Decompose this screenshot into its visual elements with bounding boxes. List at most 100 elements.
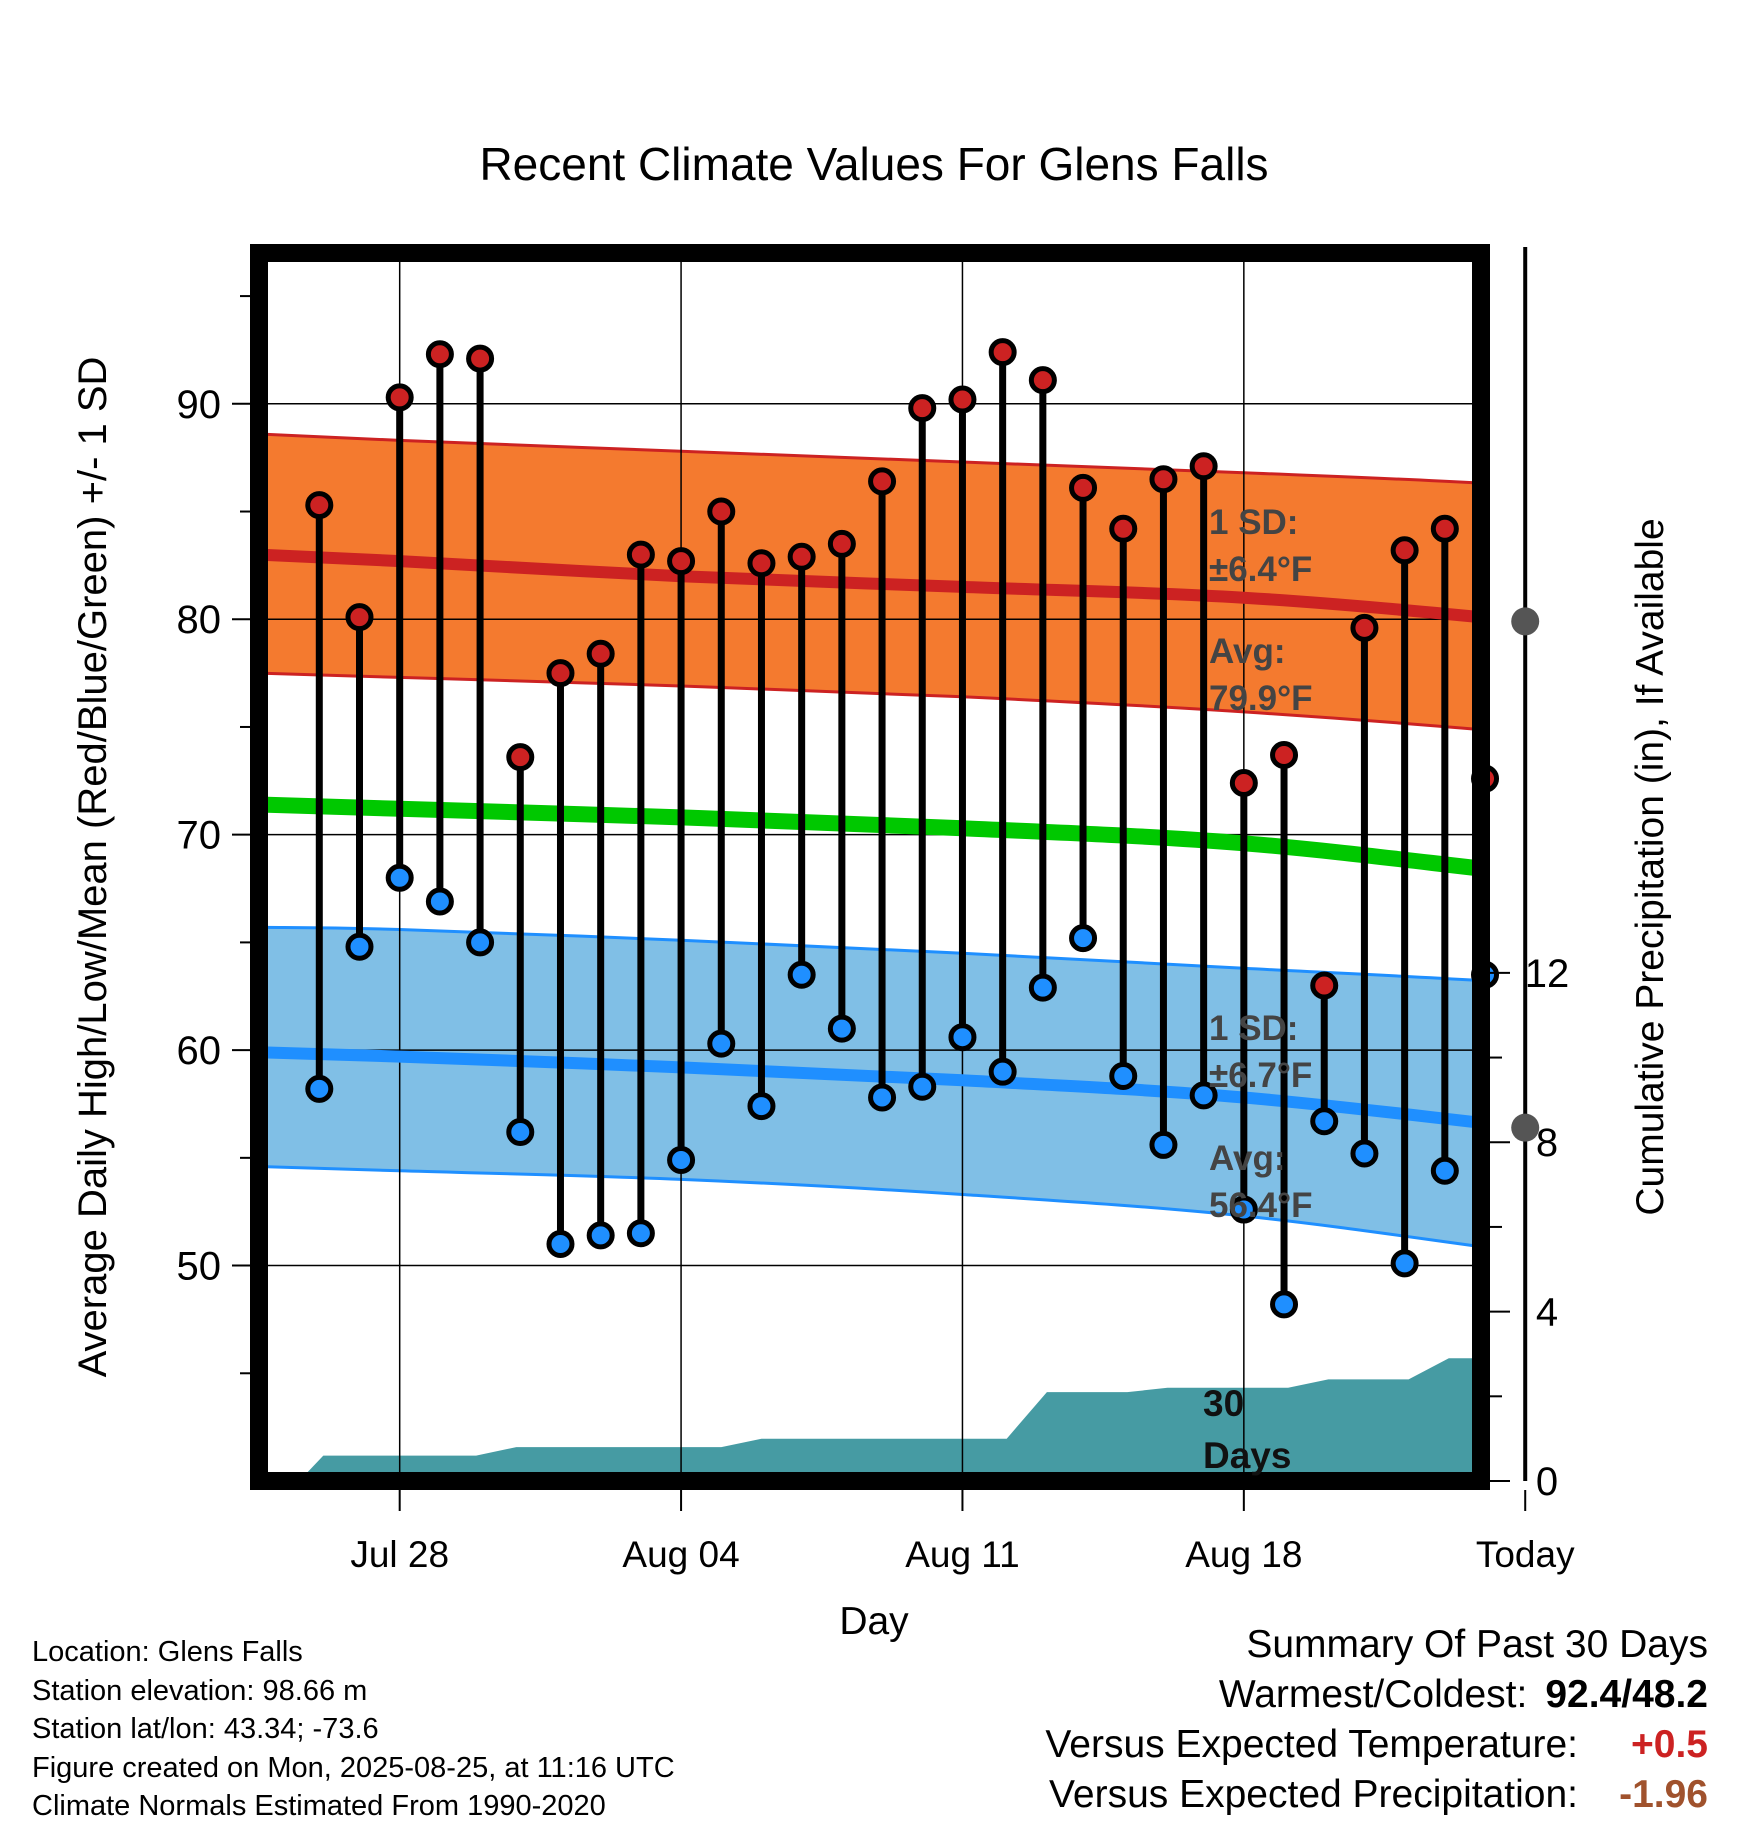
low-point [1270, 1290, 1299, 1319]
latlon-text: Station lat/lon: 43.34; -73.6 [32, 1713, 379, 1745]
y-tick-label: 80 [177, 598, 222, 642]
high-point [1149, 465, 1178, 494]
high-point [908, 394, 937, 423]
temp-value: +0.5 [1631, 1723, 1708, 1766]
plot-frame [250, 244, 1490, 1490]
low-point [787, 960, 816, 989]
low-point [1430, 1156, 1459, 1185]
x-tick-label: Jul 28 [350, 1534, 449, 1575]
high-point [1028, 366, 1057, 395]
high-point [506, 743, 535, 772]
normals-text: Climate Normals Estimated From 1990-2020 [32, 1790, 606, 1822]
high-point [1350, 613, 1379, 642]
high-avg-annotation-line: Avg: [1209, 632, 1285, 671]
high-sd-annotation-line: ±6.4°F [1209, 550, 1312, 589]
high-point [385, 383, 414, 412]
low-point [345, 932, 374, 961]
high-point [747, 549, 776, 578]
x-tick-label: Aug 11 [905, 1534, 1020, 1575]
high-point [345, 603, 374, 632]
high-point [305, 491, 334, 520]
y2-tick-label: 4 [1536, 1291, 1558, 1335]
today-high-avg-marker [1511, 607, 1540, 636]
axis-ticks: 50 60 70 80 90 0 4 8 12 Jul 28 Aug 04 Aug 11 Aug 18 T… [177, 295, 1748, 1575]
low-point [908, 1072, 937, 1101]
y2-axis-label: Cumulative Precipitation (in), If Availa… [1629, 518, 1672, 1215]
low-point [1149, 1130, 1178, 1159]
chart-labels: Recent Climate Values For Glens Falls Day… [71, 138, 1672, 1643]
high-point [1229, 768, 1258, 797]
high-point [1189, 452, 1218, 481]
high-point [466, 344, 495, 373]
low-point [305, 1074, 334, 1103]
y2-tick-label: 12 [1525, 952, 1570, 996]
station-info: Location: Glens Falls Station elevation:… [32, 1633, 675, 1826]
low-sd-band-fill [259, 927, 1481, 1247]
high-point [626, 540, 655, 569]
high-point [1270, 740, 1299, 769]
y-axis-label: Average Daily High/Low/Mean (Red/Blue/Gr… [71, 357, 115, 1378]
low-point [586, 1221, 615, 1250]
x-axis-label: Day [839, 1600, 909, 1643]
elevation-text: Station elevation: 98.66 m [32, 1674, 368, 1707]
summary-warm-cold-row: Warmest/Coldest: 92.4/48.2 [1045, 1670, 1708, 1720]
high-point [1069, 473, 1098, 502]
high-avg-annotation-line: 79.9°F [1209, 679, 1313, 718]
summary-title: Summary Of Past 30 Days [1246, 1623, 1708, 1666]
high-point [546, 659, 575, 688]
created-text: Figure created on Mon, 2025-08-25, at 11… [32, 1751, 675, 1784]
low-point [466, 928, 495, 957]
low-point [1310, 1107, 1339, 1136]
precip-label: Versus Expected Precipitation: [1049, 1773, 1578, 1816]
precip-value: -1.96 [1619, 1773, 1708, 1816]
high-point [1430, 514, 1459, 543]
high-point [1109, 514, 1138, 543]
y2-tick-label: 0 [1536, 1460, 1558, 1504]
chart-title: Recent Climate Values For Glens Falls [479, 138, 1268, 190]
high-point [988, 338, 1017, 367]
location-text: Location: Glens Falls [32, 1636, 303, 1668]
low-sd-band-lower-edge [259, 1165, 1481, 1249]
y-tick-label: 70 [177, 814, 222, 858]
y-tick-label: 50 [177, 1245, 222, 1289]
summary-panel: Summary Of Past 30 Days Warmest/Coldest:… [1045, 1620, 1708, 1820]
precip-area [259, 1358, 1481, 1481]
low-point [1390, 1249, 1419, 1278]
temp-label: Versus Expected Temperature: [1045, 1723, 1578, 1766]
low-avg-annotation-line: Avg: [1209, 1139, 1285, 1178]
low-point [948, 1023, 977, 1052]
high-point [667, 547, 696, 576]
high-point [425, 340, 454, 369]
summary-temp-row: Versus Expected Temperature: +0.5 [1045, 1720, 1708, 1770]
grid [259, 247, 1528, 1481]
warm-cold-value: 92.4/48.2 [1545, 1673, 1708, 1716]
x-tick-label: Aug 18 [1185, 1534, 1302, 1575]
low-point [747, 1092, 776, 1121]
high-point [1310, 971, 1339, 1000]
high-point [707, 497, 736, 526]
warm-cold-label: Warmest/Coldest: [1218, 1673, 1528, 1716]
high-point [1390, 536, 1419, 565]
summary-precip-row: Versus Expected Precipitation: -1.96 [1045, 1770, 1708, 1820]
low-point [1069, 924, 1098, 953]
plot-border [250, 244, 1490, 1490]
high-point [827, 529, 856, 558]
low-avg-line [259, 1046, 1481, 1129]
high-point [948, 385, 977, 414]
y-tick-label: 90 [177, 383, 222, 427]
low-avg-annotation-line: 56.4°F [1209, 1186, 1313, 1225]
precip-days-label: 30 [1203, 1383, 1244, 1424]
precipitation-area [259, 1358, 1481, 1481]
daily-range-bars [305, 338, 1540, 1319]
high-point [868, 467, 897, 496]
low-point [546, 1230, 575, 1259]
low-sd-annotation-line: 1 SD: [1209, 1009, 1298, 1048]
today-low-avg-marker [1511, 1113, 1540, 1142]
low-point [667, 1145, 696, 1174]
low-point [827, 1014, 856, 1043]
y2-tick-label: 8 [1536, 1121, 1558, 1165]
low-sd-annotation-line: ±6.7°F [1209, 1056, 1312, 1095]
high-point [787, 542, 816, 571]
low-point [988, 1057, 1017, 1086]
